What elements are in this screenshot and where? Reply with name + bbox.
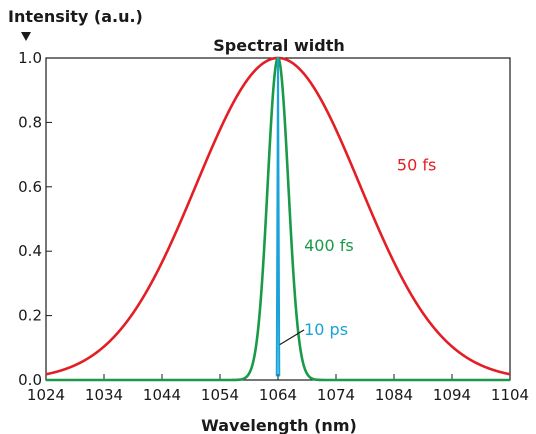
x-tick-label: 1044	[143, 386, 181, 404]
x-tick-label: 1034	[85, 386, 123, 404]
series-label: 10 ps	[304, 320, 348, 339]
x-tick-label: 1084	[375, 386, 413, 404]
axis-ticks: 1024 1034 1044 1054 1064 1074 1084 1094 1104 0.0 0…	[18, 49, 529, 404]
series-layer	[45, 56, 511, 382]
y-tick-label: 0.2	[18, 307, 42, 325]
x-tick-label: 1094	[433, 386, 471, 404]
series-label: 400 fs	[304, 236, 354, 255]
y-tick-label: 0.6	[18, 178, 42, 196]
annotation-leader-line	[279, 329, 305, 346]
x-tick-label: 1104	[491, 386, 529, 404]
chart-title: Spectral width	[213, 36, 344, 55]
y-tick-label: 0.0	[18, 371, 42, 389]
annotations-layer: 50 fs 400 fs 10 ps	[279, 156, 436, 346]
y-tick-label: 1.0	[18, 49, 42, 67]
x-tick-label: 1064	[259, 386, 297, 404]
series-line-10-ps	[275, 57, 281, 377]
y-tick-label: 0.8	[18, 113, 42, 131]
y-axis-arrow-icon	[21, 32, 31, 41]
y-axis-title: Intensity (a.u.)	[8, 7, 143, 26]
x-axis-title: Wavelength (nm)	[201, 416, 357, 434]
series-label: 50 fs	[397, 156, 436, 175]
x-tick-label: 1054	[201, 386, 239, 404]
x-tick-label: 1074	[317, 386, 355, 404]
x-tick-label: 1024	[27, 386, 65, 404]
y-tick-label: 0.4	[18, 242, 42, 260]
